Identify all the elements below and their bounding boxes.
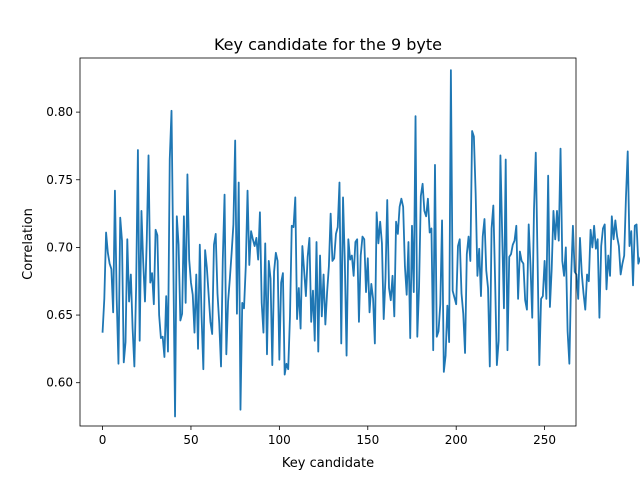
y-tick-label: 0.70 <box>46 240 73 254</box>
x-tick-label: 150 <box>356 433 379 447</box>
x-tick-label: 200 <box>445 433 468 447</box>
x-tick-label: 50 <box>183 433 198 447</box>
y-axis-label: Correlation <box>21 208 36 280</box>
y-tick-label: 0.60 <box>46 376 73 390</box>
x-tick-label: 250 <box>533 433 556 447</box>
y-tick-label: 0.75 <box>46 173 73 187</box>
series-line <box>101 69 640 418</box>
series-group <box>101 69 640 418</box>
x-tick-label: 0 <box>99 433 107 447</box>
x-axis-label: Key candidate <box>282 456 374 471</box>
axis-ticks: 0 50 100 150 200 250 0.60 0.65 0.70 0.75 0.80 <box>46 105 556 447</box>
plot-frame <box>79 57 577 427</box>
chart-title: Key candidate for the 9 byte <box>214 35 442 54</box>
x-tick-label: 100 <box>268 433 291 447</box>
y-tick-label: 0.80 <box>46 105 73 119</box>
y-tick-label: 0.65 <box>46 308 73 322</box>
